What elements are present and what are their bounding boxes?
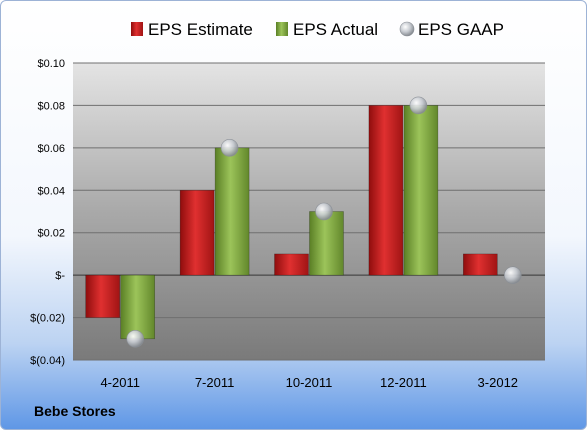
bar-eps-estimate <box>85 274 120 318</box>
legend-label: EPS Estimate <box>148 20 253 39</box>
y-tick-label: $0.02 <box>37 228 65 240</box>
x-category-label: 7-2011 <box>195 375 235 390</box>
legend-label: EPS GAAP <box>418 20 504 39</box>
bar-eps-actual <box>214 147 250 276</box>
y-tick-label: $(0.02) <box>30 313 65 325</box>
point-eps-gaap <box>503 266 522 284</box>
company-name: Bebe Stores <box>34 403 116 419</box>
y-tick-label: $0.06 <box>37 143 65 155</box>
bar-eps-estimate <box>368 105 404 276</box>
point-eps-gaap <box>409 96 428 115</box>
legend-eps-estimate: EPS Estimate <box>131 20 253 39</box>
y-tick-label: $(0.04) <box>30 355 65 367</box>
y-tick-label: $0.10 <box>37 58 65 70</box>
legend-eps-actual: EPS Actual <box>276 20 378 39</box>
x-category-label: 4-2011 <box>100 375 140 390</box>
y-axis-ticks: $0.10 $0.08 $0.06 $0.04 $0.02 $- $(0.02) $(0.04… <box>30 58 65 367</box>
gaap-points <box>126 96 522 348</box>
y-tick-label: $- <box>55 270 65 282</box>
bar-eps-actual <box>120 274 155 340</box>
legend-swatch <box>131 22 143 36</box>
bar-eps-estimate <box>274 253 309 276</box>
x-axis-labels: 4-2011 7-2011 10-2011 12-2011 3-2012 <box>100 375 518 390</box>
legend-swatch <box>399 21 415 37</box>
legend-eps-gaap: EPS GAAP <box>399 20 504 39</box>
legend: EPS Estimate EPS Actual EPS GAAP <box>131 20 504 39</box>
bar-eps-estimate <box>462 253 498 276</box>
bar-eps-actual <box>403 105 439 276</box>
point-eps-gaap <box>220 139 239 157</box>
y-tick-label: $0.04 <box>37 185 65 197</box>
x-category-label: 3-2012 <box>478 375 518 390</box>
x-category-label: 12-2011 <box>380 375 427 390</box>
bar-eps-actual <box>309 211 344 276</box>
y-tick-label: $0.08 <box>37 100 65 112</box>
legend-label: EPS Actual <box>293 20 378 39</box>
bar-eps-estimate <box>179 189 215 276</box>
point-eps-gaap <box>315 202 333 221</box>
x-category-label: 10-2011 <box>286 375 333 390</box>
legend-swatch <box>276 22 288 36</box>
point-eps-gaap <box>126 329 144 348</box>
bars <box>85 105 498 340</box>
